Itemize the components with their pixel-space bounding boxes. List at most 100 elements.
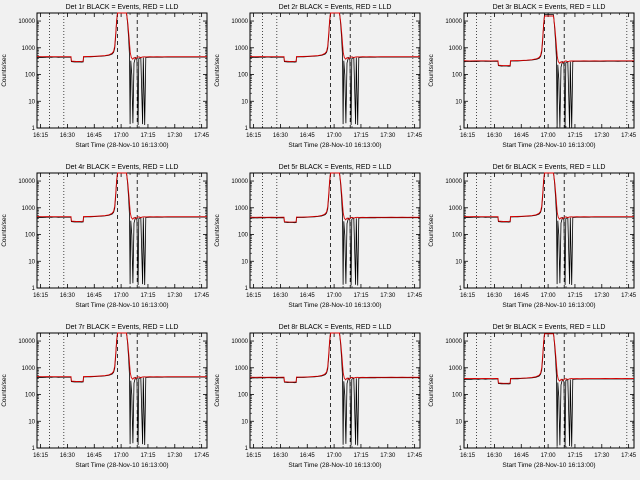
plot-frame (36, 172, 208, 289)
x-tick-label: 16:45 (513, 133, 529, 139)
x-tick-label: 17:00 (327, 453, 343, 459)
plot-frame (463, 172, 635, 289)
panel-title: Det 7r BLACK = Events, RED = LLD (66, 324, 179, 331)
y-tick-label: 10 (28, 259, 35, 265)
x-axis-label: Start Time (28-Nov-10 16:13:00) (289, 302, 382, 309)
x-tick-label: 17:30 (381, 453, 397, 459)
y-tick-label: 10 (242, 99, 249, 105)
x-tick-label: 16:45 (300, 133, 316, 139)
x-tick-label: 17:00 (540, 293, 556, 299)
lld-curve (250, 12, 421, 62)
x-tick-label: 17:15 (567, 133, 583, 139)
detector-panel: Det 3r BLACK = Events, RED = LLD 1 10 100 10… (428, 4, 637, 149)
x-tick-label: 16:30 (487, 133, 503, 139)
lld-curve (250, 332, 421, 383)
events-curve (36, 12, 207, 126)
x-tick-label: 16:30 (487, 453, 503, 459)
x-tick-label: 16:45 (300, 293, 316, 299)
panel-title: Det 1r BLACK = Events, RED = LLD (66, 4, 179, 11)
x-tick-label: 16:30 (60, 133, 76, 139)
events-curve (250, 332, 421, 446)
x-tick-label: 16:15 (246, 453, 262, 459)
x-tick-label: 17:00 (327, 293, 343, 299)
x-tick-label: 16:45 (513, 453, 529, 459)
x-tick-label: 17:15 (140, 293, 156, 299)
detector-panel: Det 7r BLACK = Events, RED = LLD 1 10 100 10… (1, 324, 210, 469)
x-tick-label: 17:00 (114, 293, 130, 299)
x-tick-label: 17:00 (540, 133, 556, 139)
x-tick-label: 16:15 (246, 293, 262, 299)
detector-panel: Det 2r BLACK = Events, RED = LLD 1 10 100 10… (214, 4, 423, 149)
panel-title: Det 8r BLACK = Events, RED = LLD (279, 324, 392, 331)
x-tick-label: 16:30 (273, 293, 289, 299)
lld-curve (36, 12, 207, 62)
y-axis-label: Counts/sec (1, 213, 8, 246)
y-tick-label: 100 (25, 233, 36, 239)
y-axis-label: Counts/sec (1, 53, 8, 86)
x-tick-label: 17:30 (594, 133, 610, 139)
lld-curve (36, 172, 207, 222)
y-tick-label: 10 (455, 419, 462, 425)
y-axis-label: Counts/sec (428, 213, 435, 246)
y-tick-label: 100 (238, 73, 249, 79)
y-tick-label: 1 (245, 446, 249, 452)
lld-curve (463, 333, 634, 384)
y-tick-label: 1 (458, 126, 462, 132)
x-tick-label: 16:30 (60, 293, 76, 299)
panel-title: Det 4r BLACK = Events, RED = LLD (66, 164, 179, 171)
y-tick-label: 100 (238, 393, 249, 399)
x-axis-label: Start Time (28-Nov-10 16:13:00) (75, 462, 168, 469)
events-curve (250, 172, 421, 286)
y-tick-label: 100 (452, 393, 463, 399)
x-axis-label: Start Time (28-Nov-10 16:13:00) (502, 462, 595, 469)
x-tick-label: 17:15 (354, 133, 370, 139)
y-tick-label: 1000 (235, 206, 249, 212)
x-axis-label: Start Time (28-Nov-10 16:13:00) (289, 142, 382, 149)
events-curve (463, 172, 634, 286)
x-tick-label: 17:15 (354, 293, 370, 299)
plot-frame (249, 332, 421, 449)
x-tick-label: 17:45 (194, 453, 210, 459)
y-axis-label: Counts/sec (214, 53, 221, 86)
x-tick-label: 17:15 (140, 453, 156, 459)
y-axis-label: Counts/sec (1, 373, 8, 406)
x-tick-label: 17:45 (194, 133, 210, 139)
y-tick-label: 10000 (445, 339, 462, 345)
y-tick-label: 100 (452, 73, 463, 79)
detector-panel: Det 6r BLACK = Events, RED = LLD 1 10 100 10… (428, 164, 637, 309)
x-tick-label: 17:00 (540, 453, 556, 459)
detector-panel: Det 1r BLACK = Events, RED = LLD 1 10 100 10… (1, 4, 210, 149)
y-tick-label: 1000 (22, 206, 36, 212)
y-tick-label: 10 (455, 99, 462, 105)
lld-curve (463, 15, 634, 67)
events-curve (36, 332, 207, 446)
lld-curve (36, 332, 207, 382)
y-axis-label: Counts/sec (214, 373, 221, 406)
x-tick-label: 16:15 (33, 453, 49, 459)
panel-title: Det 9r BLACK = Events, RED = LLD (492, 324, 605, 331)
x-tick-label: 17:00 (114, 133, 130, 139)
x-tick-label: 17:30 (594, 453, 610, 459)
y-tick-label: 100 (452, 233, 463, 239)
x-tick-label: 17:30 (594, 293, 610, 299)
x-tick-label: 16:45 (87, 453, 103, 459)
y-tick-label: 1000 (22, 366, 36, 372)
x-axis-label: Start Time (28-Nov-10 16:13:00) (75, 302, 168, 309)
y-tick-label: 100 (25, 393, 36, 399)
y-tick-label: 10000 (18, 179, 35, 185)
x-tick-label: 17:15 (567, 453, 583, 459)
x-tick-label: 17:45 (407, 293, 423, 299)
plot-frame (249, 12, 421, 129)
x-tick-label: 16:15 (460, 453, 476, 459)
x-tick-label: 17:30 (381, 293, 397, 299)
detector-panel: Det 5r BLACK = Events, RED = LLD 1 10 100 10… (214, 164, 423, 309)
y-tick-label: 10 (28, 419, 35, 425)
x-tick-label: 17:45 (621, 293, 637, 299)
x-tick-label: 16:15 (246, 133, 262, 139)
y-axis-label: Counts/sec (428, 373, 435, 406)
x-tick-label: 17:15 (354, 453, 370, 459)
x-tick-label: 17:45 (194, 293, 210, 299)
panel-title: Det 3r BLACK = Events, RED = LLD (492, 4, 605, 11)
y-tick-label: 10000 (18, 339, 35, 345)
